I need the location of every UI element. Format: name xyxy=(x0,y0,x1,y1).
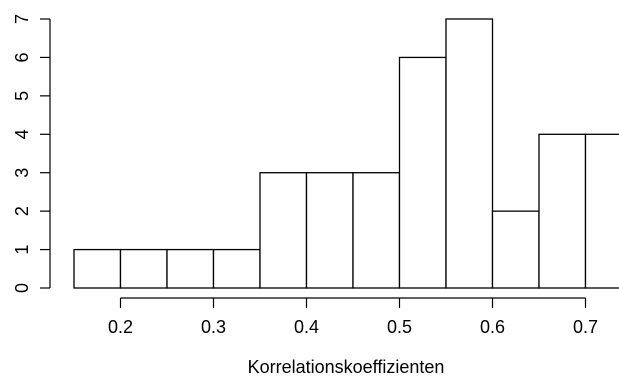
histogram-bar xyxy=(353,173,400,288)
y-tick-label: 0 xyxy=(12,283,32,293)
histogram-bar xyxy=(586,134,619,288)
y-tick-label: 3 xyxy=(12,168,32,178)
y-tick-label: 7 xyxy=(12,14,32,24)
x-axis: 0.2 0.3 0.4 0.5 0.6 0.7 xyxy=(108,298,598,337)
y-tick-label: 5 xyxy=(12,91,32,101)
x-axis-label: Korrelationskoeffizienten xyxy=(248,357,445,376)
x-tick-label: 0.6 xyxy=(480,317,505,337)
y-tick-label: 4 xyxy=(12,129,32,139)
x-tick-label: 0.3 xyxy=(201,317,226,337)
histogram-bar xyxy=(260,173,307,288)
histogram-bar xyxy=(446,19,493,288)
x-tick-label: 0.2 xyxy=(108,317,133,337)
histogram-bar xyxy=(74,250,121,288)
y-tick-label: 6 xyxy=(12,52,32,62)
x-tick-label: 0.4 xyxy=(294,317,319,337)
histogram-bar xyxy=(121,250,168,288)
histogram-bar xyxy=(167,250,214,288)
histogram-bar xyxy=(307,173,354,288)
y-tick-label: 2 xyxy=(12,206,32,216)
histogram-bar xyxy=(400,57,447,288)
histogram-bar xyxy=(493,211,540,288)
y-axis: 0 1 2 3 4 5 6 7 xyxy=(12,14,50,293)
x-tick-label: 0.5 xyxy=(387,317,412,337)
y-tick-label: 1 xyxy=(12,245,32,255)
bars-group xyxy=(74,19,619,288)
x-tick-label: 0.7 xyxy=(573,317,598,337)
histogram-bar xyxy=(214,250,261,288)
histogram-bar xyxy=(539,134,586,288)
